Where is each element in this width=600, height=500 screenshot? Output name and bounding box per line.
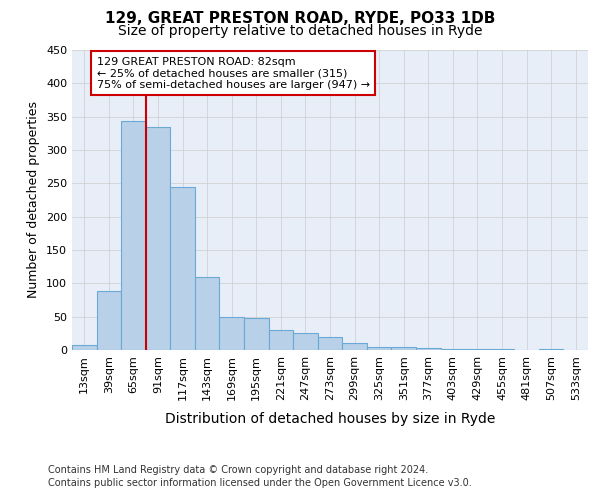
Text: 129, GREAT PRESTON ROAD, RYDE, PO33 1DB: 129, GREAT PRESTON ROAD, RYDE, PO33 1DB — [105, 11, 495, 26]
Text: Distribution of detached houses by size in Ryde: Distribution of detached houses by size … — [165, 412, 495, 426]
Bar — [97, 292, 121, 350]
Text: Contains public sector information licensed under the Open Government Licence v3: Contains public sector information licen… — [48, 478, 472, 488]
Y-axis label: Number of detached properties: Number of detached properties — [28, 102, 40, 298]
Bar — [318, 336, 342, 350]
Bar — [195, 278, 220, 350]
Bar — [416, 348, 440, 350]
Bar — [269, 330, 293, 350]
Bar — [244, 318, 269, 350]
Text: 129 GREAT PRESTON ROAD: 82sqm
← 25% of detached houses are smaller (315)
75% of : 129 GREAT PRESTON ROAD: 82sqm ← 25% of d… — [97, 56, 370, 90]
Bar — [367, 346, 391, 350]
Bar — [121, 122, 146, 350]
Bar — [440, 348, 465, 350]
Bar — [220, 316, 244, 350]
Bar — [342, 344, 367, 350]
Text: Contains HM Land Registry data © Crown copyright and database right 2024.: Contains HM Land Registry data © Crown c… — [48, 465, 428, 475]
Bar — [146, 126, 170, 350]
Text: Size of property relative to detached houses in Ryde: Size of property relative to detached ho… — [118, 24, 482, 38]
Bar — [72, 346, 97, 350]
Bar — [293, 334, 318, 350]
Bar — [391, 348, 416, 350]
Bar — [170, 188, 195, 350]
